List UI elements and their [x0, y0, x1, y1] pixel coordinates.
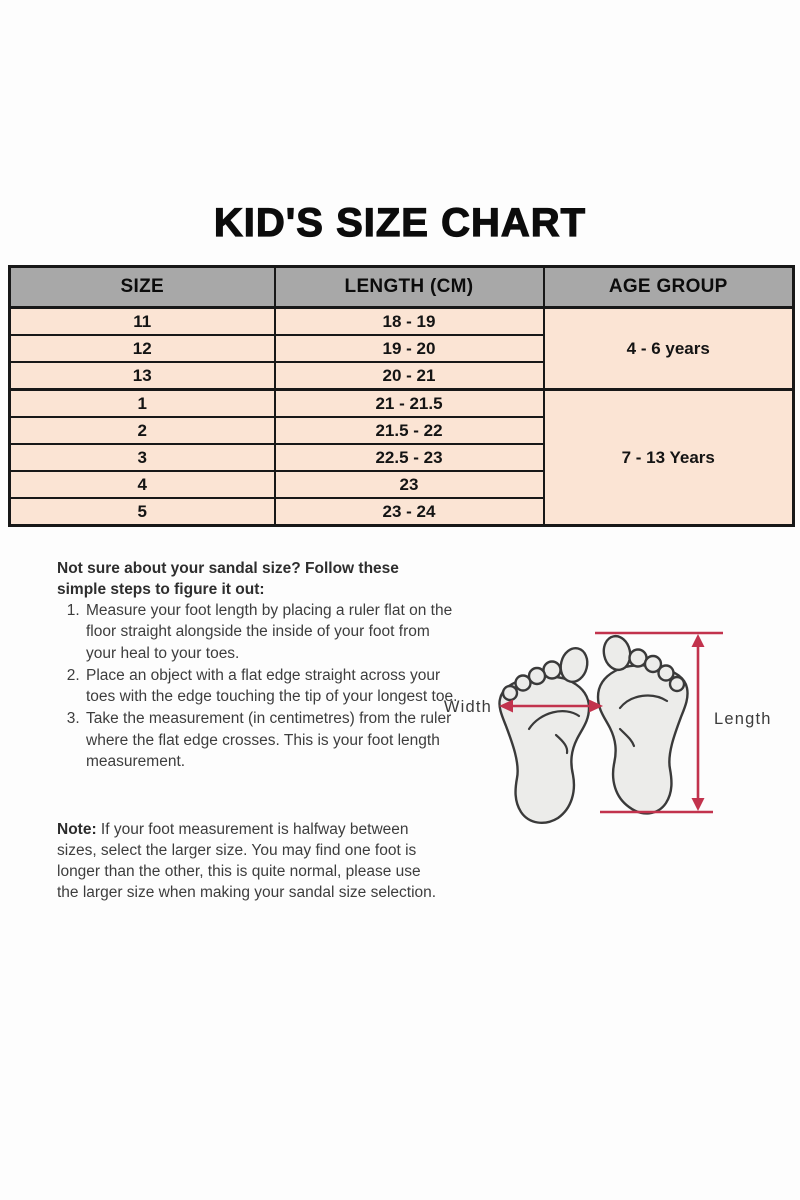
- size-cell: 4: [8, 470, 276, 499]
- right-arch-line: [618, 694, 669, 710]
- left-foot-illustration: [498, 647, 591, 824]
- size-cell: 12: [8, 334, 276, 363]
- left-toe: [514, 674, 532, 692]
- length-cell: 23: [273, 470, 545, 499]
- right-toe: [668, 675, 686, 693]
- length-cell: 20 - 21: [273, 361, 545, 391]
- left-arch-line: [527, 710, 581, 731]
- table-row: 5 23 - 24: [8, 497, 794, 527]
- right-toe: [657, 664, 675, 682]
- age-group-cell: 7 - 13 Years: [542, 388, 795, 527]
- left-toe: [527, 666, 547, 686]
- col-header-size: SIZE: [8, 265, 276, 309]
- instruction-step: Place an object with a flat edge straigh…: [84, 665, 462, 708]
- right-toe: [643, 654, 663, 674]
- table-row: 12 19 - 20: [8, 334, 794, 363]
- length-measure-arrow: [595, 631, 723, 814]
- arrowhead-up: [691, 634, 705, 647]
- length-label: Length: [714, 710, 772, 728]
- width-label: Width: [444, 698, 492, 716]
- right-big-toe: [602, 634, 632, 672]
- length-cell: 23 - 24: [273, 497, 545, 527]
- instruction-step: Take the measurement (in centimetres) fr…: [84, 708, 462, 772]
- length-cell: 19 - 20: [273, 334, 545, 363]
- arrowhead-left: [499, 699, 513, 713]
- age-group-cell: 4 - 6 years: [542, 306, 795, 391]
- header-row: SIZE LENGTH (CM) AGE GROUP: [8, 265, 795, 309]
- table-row: 2 21.5 - 22: [8, 416, 794, 445]
- instructions-steps: Measure your foot length by placing a ru…: [57, 600, 462, 773]
- note-paragraph: Note: If your foot measurement is halfwa…: [57, 819, 443, 904]
- left-big-toe: [559, 647, 589, 683]
- page-title: KID'S SIZE CHART: [213, 200, 587, 245]
- right-foot-illustration: [596, 634, 689, 815]
- table-row: 1 21 - 21.5 7 - 13 Years: [8, 388, 795, 527]
- size-cell: 1: [8, 388, 276, 418]
- length-cell: 18 - 19: [273, 306, 545, 336]
- arrowhead-down: [691, 798, 705, 811]
- right-heel-crease: [618, 727, 636, 748]
- size-chart-table: SIZE LENGTH (CM) AGE GROUP 11 18 - 19 4 …: [8, 265, 795, 527]
- foot-measurement-diagram: Width Length: [444, 631, 772, 824]
- arrowhead-right: [589, 699, 603, 713]
- table-row: 4 23: [8, 470, 794, 499]
- note-label: Note:: [57, 820, 97, 838]
- length-cell: 22.5 - 23: [273, 443, 545, 472]
- size-cell: 2: [8, 416, 276, 445]
- size-cell: 13: [8, 361, 276, 391]
- left-heel-crease: [554, 733, 569, 755]
- left-toe: [501, 684, 519, 702]
- left-foot-sole: [498, 675, 591, 824]
- table-row: 3 22.5 - 23: [8, 443, 794, 472]
- size-cell: 3: [8, 443, 276, 472]
- instructions-intro: Not sure about your sandal size? Follow …: [57, 559, 399, 599]
- width-measure-arrow: [499, 699, 603, 713]
- size-cell: 11: [8, 306, 276, 336]
- note-text: If your foot measurement is halfway betw…: [57, 820, 437, 902]
- length-cell: 21.5 - 22: [273, 416, 545, 445]
- col-header-length: LENGTH (CM): [273, 265, 545, 309]
- instruction-step: Measure your foot length by placing a ru…: [84, 600, 462, 664]
- length-cell: 21 - 21.5: [273, 388, 545, 418]
- size-cell: 5: [8, 497, 276, 527]
- col-header-age-group: AGE GROUP: [542, 265, 795, 309]
- table-row: 11 18 - 19 4 - 6 years: [8, 306, 795, 391]
